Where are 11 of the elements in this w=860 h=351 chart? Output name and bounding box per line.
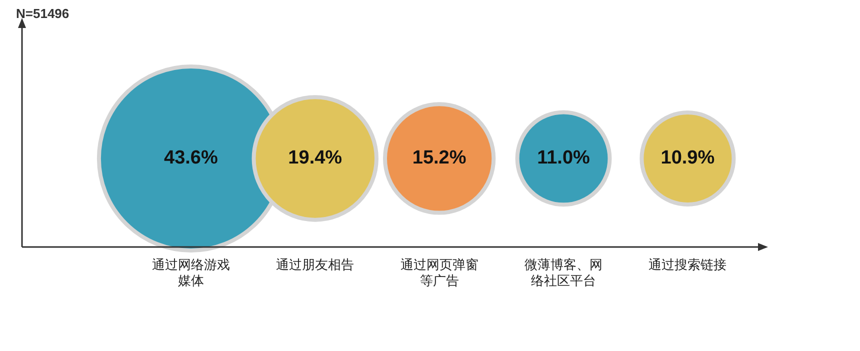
data-label: 19.4% <box>288 148 342 169</box>
category-label: 通过网页弹窗等广告 <box>400 257 478 289</box>
data-label: 15.2% <box>412 148 466 169</box>
data-label: 43.6% <box>164 148 218 169</box>
category-label: 通过搜索链接 <box>648 258 727 274</box>
category-label: 微薄博客、网络社区平台 <box>524 257 603 289</box>
data-label: 10.9% <box>660 148 715 169</box>
text: N=51496 <box>16 6 70 22</box>
category-label: 通过朋友相告 <box>276 258 354 274</box>
category-label: 通过网络游戏媒体 <box>152 258 230 289</box>
data-label: 11.0% <box>537 148 590 169</box>
